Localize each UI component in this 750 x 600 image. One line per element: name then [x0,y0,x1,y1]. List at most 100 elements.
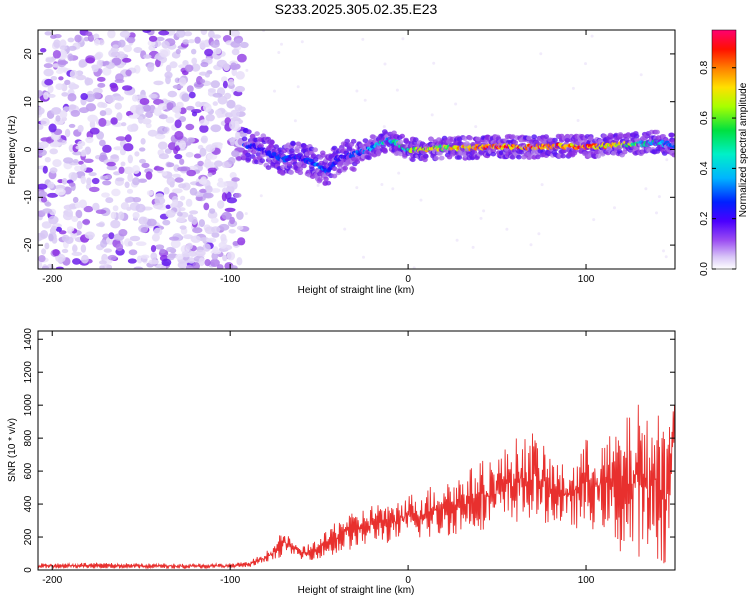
noise-blob [121,162,126,167]
noise-blob [230,137,235,146]
signal-halo [317,177,323,182]
noise-blob [110,220,120,229]
signal-halo [467,136,473,141]
snr-y-label: SNR (10 * v/v) [7,418,18,482]
noise-blob [162,259,172,267]
signal-halo [290,141,296,146]
signal-halo [326,181,332,186]
noise-blob [97,77,106,82]
x-tick-label: 100 [578,274,595,285]
noise-blob [121,202,129,210]
noise-blob [75,202,81,208]
noise-blob [72,258,81,265]
x-tick-label: 100 [578,575,595,586]
noise-blob [100,240,107,248]
noise-blob [116,136,126,141]
noise-blob [229,229,236,234]
x-tick-label: -200 [42,575,62,586]
noise-blob [150,252,157,260]
signal-halo [344,139,350,144]
noise-blob [207,173,212,177]
noise-blob [199,40,206,49]
signal-halo [513,140,519,145]
noise-blob [141,255,150,259]
y-tick-label: 1200 [23,361,34,384]
noise-blob [148,130,158,137]
noise-blob [68,93,77,101]
noise-blob [236,71,245,80]
noise-blob [86,57,95,63]
noise-blob [62,249,69,253]
signal-halo [560,154,566,159]
noise-blob [40,230,48,239]
x-tick-label: -200 [42,274,62,285]
noise-blob [62,178,68,185]
noise-blob [92,203,99,211]
noise-blob [79,107,89,113]
noise-dot [658,195,661,198]
noise-blob [127,37,136,43]
noise-blob [101,192,110,197]
chart-title: S233.2025.305.02.35.E23 [275,1,438,17]
noise-blob [237,54,247,63]
noise-blob [192,227,202,233]
noise-blob [209,208,215,214]
noise-blob [187,137,196,143]
noise-dot [401,37,404,40]
noise-blob [167,177,176,186]
noise-blob [213,48,221,54]
noise-blob [43,166,48,174]
noise-blob [211,226,220,233]
noise-blob [55,115,60,122]
noise-blob [139,147,145,151]
noise-blob [127,189,133,194]
noise-blob [146,171,153,180]
noise-blob [162,220,170,226]
noise-blob [108,255,117,261]
noise-blob [210,41,220,48]
noise-blob [226,181,235,187]
noise-blob [106,162,116,167]
noise-blob [201,27,208,35]
noise-blob [70,70,78,79]
noise-dot [355,186,358,189]
noise-blob [85,78,94,85]
signal-halo [342,166,348,171]
noise-blob [71,110,81,117]
noise-blob [50,167,58,173]
colorbar-tick-label: 0.6 [699,111,710,125]
noise-blob [169,61,177,68]
noise-blob [189,210,198,214]
noise-blob [140,98,150,105]
noise-blob [80,93,88,100]
signal-halo [671,153,677,158]
noise-blob [208,168,217,173]
noise-blob [40,137,51,142]
noise-blob [199,125,208,133]
noise-blob [164,187,170,194]
noise-blob [107,30,115,39]
noise-blob [112,44,119,48]
noise-blob [214,160,223,166]
noise-blob [110,84,118,92]
y-tick-label: 1000 [23,394,34,417]
noise-dot [396,89,399,92]
noise-blob [176,29,186,37]
noise-blob [71,173,77,181]
colorbar-label: Normalized spectral amplitude [738,82,749,217]
noise-blob [72,151,82,155]
noise-blob [116,244,123,252]
noise-blob [185,65,194,73]
noise-blob [165,75,171,84]
noise-blob [71,216,78,222]
noise-blob [186,243,193,250]
noise-blob [186,265,193,272]
noise-blob [166,247,175,252]
noise-blob [212,246,218,254]
noise-blob [77,221,83,230]
noise-blob [130,236,140,242]
noise-blob [176,49,181,54]
noise-blob [125,134,132,142]
noise-blob [134,151,139,156]
signal-halo [246,129,252,134]
